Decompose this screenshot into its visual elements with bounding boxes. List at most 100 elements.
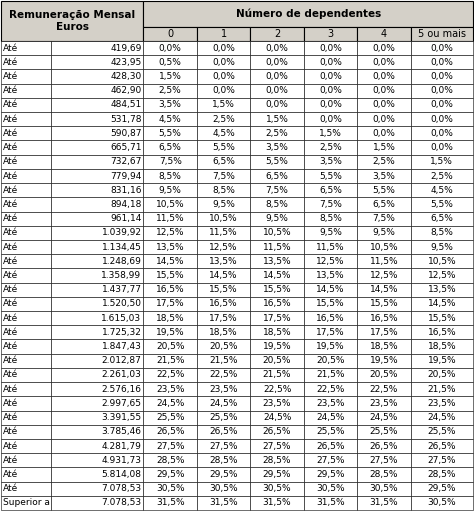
Bar bbox=[51, 69, 144, 84]
Text: Até: Até bbox=[3, 257, 18, 266]
Text: 12,5%: 12,5% bbox=[316, 257, 345, 266]
Bar bbox=[144, 197, 197, 212]
Bar bbox=[304, 98, 357, 112]
Bar bbox=[197, 55, 250, 69]
Bar bbox=[357, 453, 410, 468]
Text: 531,78: 531,78 bbox=[110, 114, 142, 124]
Text: 1,5%: 1,5% bbox=[212, 101, 235, 109]
Bar bbox=[304, 197, 357, 212]
Text: 23,5%: 23,5% bbox=[316, 399, 345, 408]
Bar bbox=[144, 112, 197, 126]
Text: 9,5%: 9,5% bbox=[265, 214, 289, 223]
Bar bbox=[410, 69, 473, 84]
Text: 13,5%: 13,5% bbox=[210, 257, 238, 266]
Bar bbox=[410, 41, 473, 55]
Bar bbox=[250, 496, 304, 510]
Text: Até: Até bbox=[3, 385, 18, 393]
Bar bbox=[357, 41, 410, 55]
Text: 17,5%: 17,5% bbox=[370, 328, 398, 337]
Text: 484,51: 484,51 bbox=[110, 101, 142, 109]
Bar bbox=[357, 98, 410, 112]
Bar bbox=[250, 55, 304, 69]
Text: 0,0%: 0,0% bbox=[430, 72, 453, 81]
Text: 25,5%: 25,5% bbox=[428, 427, 456, 436]
Bar bbox=[1, 155, 51, 169]
Bar bbox=[410, 240, 473, 254]
Bar bbox=[410, 382, 473, 397]
Bar bbox=[197, 283, 250, 297]
Text: 26,5%: 26,5% bbox=[428, 442, 456, 451]
Text: 21,5%: 21,5% bbox=[210, 356, 238, 365]
Bar bbox=[1, 481, 51, 496]
Text: Até: Até bbox=[3, 129, 18, 138]
Text: 31,5%: 31,5% bbox=[316, 498, 345, 507]
Bar bbox=[1, 212, 51, 226]
Bar bbox=[51, 212, 144, 226]
Text: 2: 2 bbox=[274, 29, 280, 39]
Bar bbox=[410, 283, 473, 297]
Text: 6,5%: 6,5% bbox=[319, 185, 342, 195]
Bar bbox=[197, 98, 250, 112]
Bar bbox=[304, 226, 357, 240]
Text: 31,5%: 31,5% bbox=[156, 498, 184, 507]
Text: Até: Até bbox=[3, 342, 18, 351]
Bar bbox=[250, 41, 304, 55]
Bar bbox=[250, 84, 304, 98]
Text: Até: Até bbox=[3, 356, 18, 365]
Bar bbox=[1, 453, 51, 468]
Bar bbox=[197, 368, 250, 382]
Text: 15,5%: 15,5% bbox=[428, 314, 456, 322]
Text: 6,5%: 6,5% bbox=[212, 157, 235, 166]
Text: 23,5%: 23,5% bbox=[263, 399, 292, 408]
Text: 11,5%: 11,5% bbox=[156, 214, 184, 223]
Bar bbox=[144, 368, 197, 382]
Bar bbox=[250, 226, 304, 240]
Bar bbox=[1, 183, 51, 197]
Bar bbox=[51, 339, 144, 354]
Text: 29,5%: 29,5% bbox=[263, 470, 292, 479]
Text: 1.248,69: 1.248,69 bbox=[101, 257, 142, 266]
Text: 4,5%: 4,5% bbox=[212, 129, 235, 138]
Bar bbox=[410, 453, 473, 468]
Bar bbox=[304, 169, 357, 183]
Text: 28,5%: 28,5% bbox=[156, 456, 184, 465]
Text: Até: Até bbox=[3, 101, 18, 109]
Text: Até: Até bbox=[3, 442, 18, 451]
Bar bbox=[1, 141, 51, 155]
Text: 5,5%: 5,5% bbox=[430, 200, 453, 209]
Text: 0,0%: 0,0% bbox=[430, 101, 453, 109]
Bar bbox=[51, 311, 144, 325]
Text: Até: Até bbox=[3, 370, 18, 380]
Bar bbox=[250, 98, 304, 112]
Text: 31,5%: 31,5% bbox=[263, 498, 292, 507]
Bar bbox=[250, 126, 304, 141]
Text: Até: Até bbox=[3, 43, 18, 53]
Bar bbox=[357, 69, 410, 84]
Text: 0,0%: 0,0% bbox=[265, 101, 289, 109]
Text: 21,5%: 21,5% bbox=[263, 370, 292, 380]
Text: 9,5%: 9,5% bbox=[212, 200, 235, 209]
Bar bbox=[1, 69, 51, 84]
Bar bbox=[304, 141, 357, 155]
Text: 0,0%: 0,0% bbox=[430, 114, 453, 124]
Text: Até: Até bbox=[3, 157, 18, 166]
Bar bbox=[250, 212, 304, 226]
Text: 9,5%: 9,5% bbox=[319, 228, 342, 238]
Bar bbox=[197, 212, 250, 226]
Text: 7,5%: 7,5% bbox=[265, 185, 289, 195]
Bar bbox=[304, 55, 357, 69]
Bar bbox=[51, 325, 144, 339]
Bar bbox=[1, 496, 51, 510]
Text: 0,0%: 0,0% bbox=[319, 43, 342, 53]
Text: 0,0%: 0,0% bbox=[319, 114, 342, 124]
Bar bbox=[197, 425, 250, 439]
Bar bbox=[250, 27, 304, 41]
Text: 5,5%: 5,5% bbox=[373, 185, 395, 195]
Bar bbox=[250, 268, 304, 283]
Bar bbox=[250, 325, 304, 339]
Bar bbox=[304, 268, 357, 283]
Bar bbox=[250, 468, 304, 481]
Text: 1,5%: 1,5% bbox=[265, 114, 289, 124]
Bar bbox=[1, 55, 51, 69]
Bar bbox=[357, 169, 410, 183]
